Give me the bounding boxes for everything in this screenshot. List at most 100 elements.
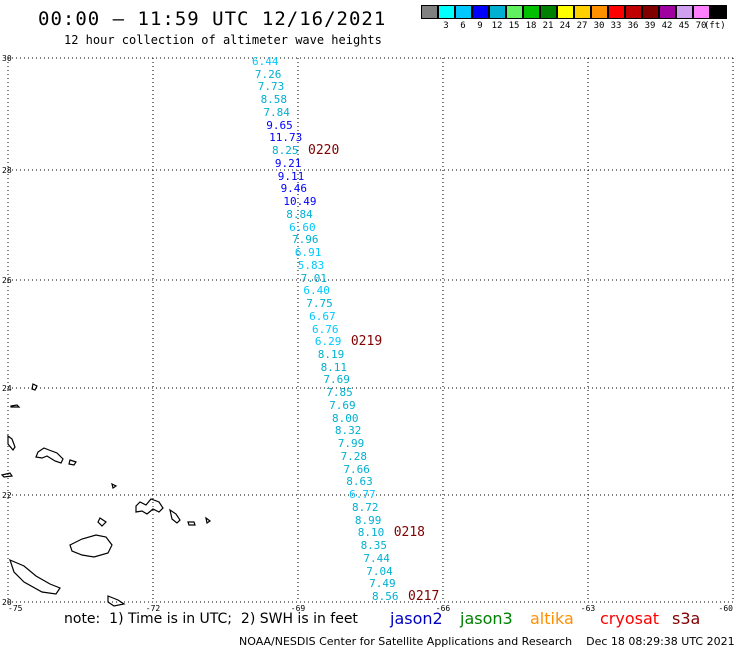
scale-label: 27: [576, 21, 588, 31]
longitude-label: -63: [581, 604, 596, 613]
wave-height-value: 7.04: [366, 564, 393, 578]
scale-swatch: [455, 5, 472, 19]
wave-height-value: 8.32: [334, 424, 362, 438]
satellite-jason3: jason3: [460, 609, 513, 628]
wave-height-value: 9.46: [280, 182, 308, 196]
wave-height-value: 8.58: [260, 93, 288, 107]
wave-height-value: 6.44: [252, 55, 279, 68]
wave-height-value: 7.66: [343, 462, 370, 476]
wave-height-value: 10.49: [283, 195, 317, 209]
wave-height-value: 8.99: [354, 513, 382, 527]
bahamas-island: [68, 459, 77, 466]
land-outlines: [0, 383, 212, 607]
scale-label: 6: [460, 21, 466, 31]
wave-height-value: 7.75: [306, 297, 333, 311]
pass-time-label: 0219: [350, 334, 383, 350]
bahamas-island: [35, 447, 64, 464]
axis-labels: -75 -72 -69 -66 -63 -60 30 28 26 24 22 20: [2, 54, 733, 613]
wave-height-value: 8.25: [272, 144, 299, 158]
pass-time-label: 0220: [308, 143, 340, 159]
scale-swatch: [676, 5, 693, 19]
footer-note: note: 1) Time is in UTC; 2) SWH is in fe…: [64, 611, 358, 627]
wave-height-value: 6.67: [309, 309, 336, 323]
wave-height-value: 6.40: [303, 284, 330, 298]
bahamas-island: [7, 434, 16, 452]
scale-label: 33: [610, 21, 622, 31]
scale-unit: (ft): [704, 21, 726, 31]
scale-label: 39: [644, 21, 656, 31]
puerto-rico-coast: [9, 558, 61, 595]
scale-swatch: [693, 5, 710, 19]
scale-label: 18: [525, 21, 537, 31]
bahamas-island: [31, 383, 38, 391]
wave-height-value: 7.99: [337, 437, 365, 451]
wave-height-value: 8.56: [372, 590, 399, 603]
latitude-label: 22: [2, 491, 12, 500]
coast-bottom: [107, 595, 126, 607]
scale-label: 70: [695, 21, 707, 31]
wave-height-value: 7.85: [326, 386, 353, 400]
wave-height-value: 6.91: [294, 246, 322, 260]
scale-label: 42: [661, 21, 673, 31]
wave-height-value: 7.01: [300, 271, 328, 285]
hispaniola-coast: [69, 534, 113, 558]
wave-height-value: 6.76: [312, 322, 339, 336]
wave-height-value: 7.69: [329, 398, 356, 412]
longitude-label: -66: [436, 604, 451, 613]
lat-lon-grid: [7, 57, 734, 603]
scale-swatch: [608, 5, 625, 19]
wave-height-value: 5.83: [297, 258, 325, 272]
scale-label: 9: [477, 21, 483, 31]
wave-height-value: 7.84: [263, 105, 290, 119]
turks-island: [205, 516, 212, 524]
wave-height-value: 6.29: [314, 335, 342, 349]
wave-height-value: 8.00: [332, 411, 359, 425]
longitude-label: -60: [719, 604, 734, 613]
wave-height-value: 7.26: [254, 67, 282, 81]
wave-height-value: 8.10: [357, 526, 385, 540]
bahamas-island: [10, 404, 21, 408]
scale-swatch: [506, 5, 523, 19]
satellite-s3a: s3a: [672, 609, 701, 628]
wave-height-value: 7.49: [369, 577, 396, 591]
wave-height-value: 8.63: [346, 475, 373, 489]
wave-height-value: 8.84: [286, 207, 313, 221]
bahamas-island: [111, 482, 118, 489]
longitude-label: -69: [291, 604, 306, 613]
page-subtitle: 12 hour collection of altimeter wave hei…: [64, 33, 382, 47]
wave-height-value: 8.11: [320, 360, 348, 374]
scale-swatch: [557, 5, 574, 19]
wave-height-value: 9.65: [266, 118, 293, 132]
wave-height-value: 6.60: [289, 220, 316, 234]
wave-height-value: 7.28: [340, 449, 368, 463]
wave-height-value: 9.11: [277, 169, 305, 183]
scale-swatch: [574, 5, 591, 19]
hispaniola-island: [97, 517, 107, 527]
wave-height-value: 11.73: [269, 131, 303, 145]
scale-swatch: [421, 5, 438, 19]
scale-label: 12: [491, 21, 503, 31]
bahamas-island: [0, 472, 14, 478]
scale-swatch: [659, 5, 676, 19]
wave-height-value: 8.72: [352, 500, 379, 514]
latitude-label: 26: [2, 276, 12, 285]
scale-swatch: [489, 5, 506, 19]
scale-swatch: [642, 5, 659, 19]
scale-label: 21: [542, 21, 554, 31]
scale-label: 36: [627, 21, 639, 31]
wave-height-value: 7.96: [292, 233, 319, 247]
latitude-label: 30: [2, 54, 12, 63]
satellite-jason2: jason2: [390, 609, 443, 628]
scale-label: 24: [559, 21, 571, 31]
scale-swatch: [438, 5, 455, 19]
turks-island: [187, 521, 196, 526]
latitude-label: 28: [2, 166, 12, 175]
wave-height-value: 8.35: [360, 539, 388, 553]
scale-swatch: [472, 5, 489, 19]
wave-height-value: 7.69: [323, 373, 350, 387]
wave-height-value: 7.73: [257, 80, 285, 94]
wave-height-value: 7.44: [363, 551, 390, 565]
wave-height-value: 8.19: [317, 347, 345, 361]
scale-swatch: [710, 5, 727, 19]
credit-line: NOAA/NESDIS Center for Satellite Applica…: [239, 635, 735, 648]
